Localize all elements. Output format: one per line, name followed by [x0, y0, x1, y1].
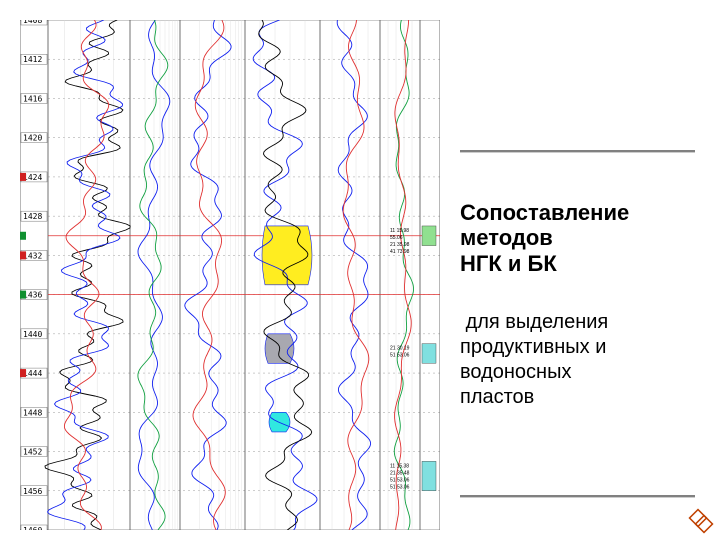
- svg-text:51 53.06: 51 53.06: [390, 484, 410, 490]
- svg-text:11 15.98: 11 15.98: [390, 228, 409, 234]
- svg-text:1456: 1456: [23, 487, 42, 496]
- svg-text:1460: 1460: [23, 526, 42, 530]
- subtitle-line: для выделения: [466, 311, 609, 333]
- horizontal-rule-top: [460, 150, 695, 152]
- horizontal-rule-bottom: [460, 495, 695, 497]
- title-line: методов: [460, 225, 553, 250]
- well-log-svg: 1408141214161420142414281432143614401444…: [20, 20, 440, 530]
- svg-text:1440: 1440: [23, 330, 42, 339]
- text-block: Сопоставление методов НГК и БК для выдел…: [460, 200, 700, 410]
- svg-text:21 30.19: 21 30.19: [390, 346, 410, 352]
- subtitle-line: водоносных: [460, 361, 571, 383]
- title-line: Сопоставление: [460, 200, 629, 225]
- svg-text:21 35.98: 21 35.98: [390, 242, 410, 248]
- svg-text:1408: 1408: [23, 20, 42, 25]
- svg-text:1416: 1416: [23, 94, 42, 103]
- svg-text:51 53.06: 51 53.06: [390, 477, 410, 483]
- slide-subtitle: для выделения продуктивных и водоносных …: [460, 310, 700, 410]
- svg-text:1420: 1420: [23, 134, 42, 143]
- corner-decoration-icon: [686, 506, 714, 534]
- svg-text:1428: 1428: [23, 212, 42, 221]
- svg-text:1412: 1412: [23, 55, 42, 64]
- svg-text:11 15.38: 11 15.38: [390, 463, 409, 469]
- svg-text:51 53.06: 51 53.06: [390, 353, 410, 359]
- subtitle-line: пластов: [460, 386, 534, 408]
- svg-text:1448: 1448: [23, 408, 42, 417]
- well-log-chart: 1408141214161420142414281432143614401444…: [20, 20, 440, 530]
- svg-text:1452: 1452: [23, 448, 42, 457]
- title-line: НГК и БК: [460, 251, 557, 276]
- slide-title: Сопоставление методов НГК и БК: [460, 200, 700, 276]
- svg-text:55.06: 55.06: [390, 235, 403, 241]
- svg-text:21 35.48: 21 35.48: [390, 470, 410, 476]
- subtitle-line: продуктивных и: [460, 336, 606, 358]
- svg-text:41 73.98: 41 73.98: [390, 249, 410, 255]
